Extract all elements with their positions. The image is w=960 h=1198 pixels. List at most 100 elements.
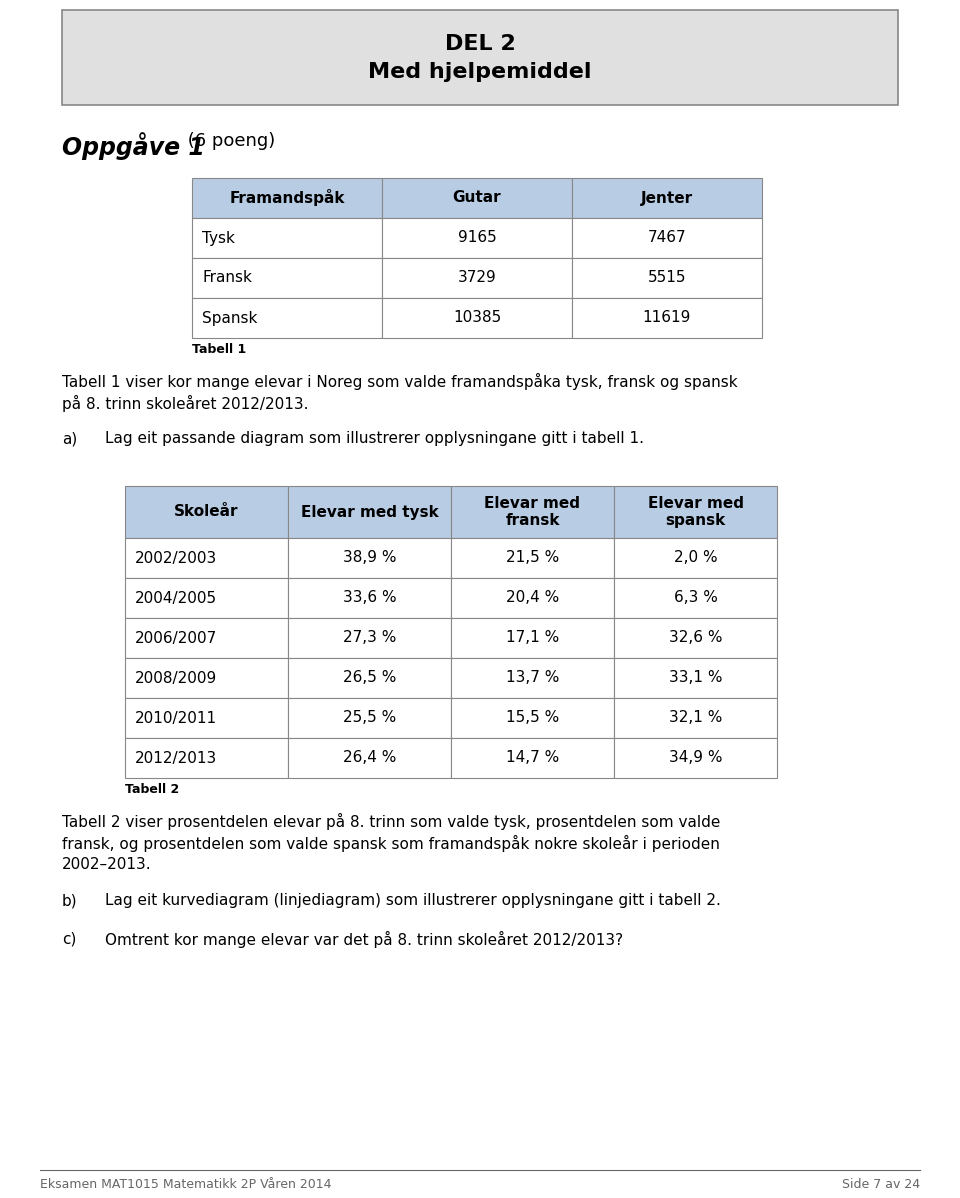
Text: Tabell 2 viser prosentdelen elevar på 8. trinn som valde tysk, prosentdelen som : Tabell 2 viser prosentdelen elevar på 8.…	[62, 813, 720, 830]
Text: 20,4 %: 20,4 %	[506, 591, 559, 605]
Bar	[125, 658, 288, 698]
Text: 32,1 %: 32,1 %	[669, 710, 722, 726]
Text: 34,9 %: 34,9 %	[669, 750, 722, 766]
Bar	[614, 658, 777, 698]
Bar	[288, 577, 451, 618]
Bar	[192, 298, 382, 338]
Bar	[614, 577, 777, 618]
Text: 27,3 %: 27,3 %	[343, 630, 396, 646]
Text: Tabell 1: Tabell 1	[192, 343, 247, 356]
Text: (6 poeng): (6 poeng)	[182, 132, 276, 150]
Bar	[451, 738, 614, 778]
Text: Spansk: Spansk	[202, 310, 257, 326]
Text: 25,5 %: 25,5 %	[343, 710, 396, 726]
Bar	[382, 298, 572, 338]
Text: a): a)	[62, 431, 77, 446]
Bar	[382, 258, 572, 298]
Bar	[192, 179, 382, 218]
Text: 3729: 3729	[458, 271, 496, 285]
Text: 2002–2013.: 2002–2013.	[62, 857, 152, 872]
Bar	[572, 218, 762, 258]
Text: 6,3 %: 6,3 %	[674, 591, 717, 605]
Text: Elevar med tysk: Elevar med tysk	[300, 504, 439, 520]
Bar	[125, 538, 288, 577]
Bar	[125, 698, 288, 738]
Text: Lag eit passande diagram som illustrerer opplysningane gitt i tabell 1.: Lag eit passande diagram som illustrerer…	[105, 431, 644, 446]
Text: 7467: 7467	[648, 230, 686, 246]
Text: 32,6 %: 32,6 %	[669, 630, 722, 646]
Bar	[451, 577, 614, 618]
Bar	[288, 618, 451, 658]
Text: Lag eit kurvediagram (linjediagram) som illustrerer opplysningane gitt i tabell : Lag eit kurvediagram (linjediagram) som …	[105, 893, 721, 908]
Text: Eksamen MAT1015 Matematikk 2P Våren 2014: Eksamen MAT1015 Matematikk 2P Våren 2014	[40, 1178, 331, 1191]
Bar	[288, 738, 451, 778]
Bar	[451, 698, 614, 738]
Text: Med hjelpemiddel: Med hjelpemiddel	[369, 61, 591, 81]
Text: c): c)	[62, 931, 77, 946]
Text: 2004/2005: 2004/2005	[135, 591, 217, 605]
Bar	[451, 658, 614, 698]
Text: 10385: 10385	[453, 310, 501, 326]
Bar	[614, 486, 777, 538]
Text: 15,5 %: 15,5 %	[506, 710, 559, 726]
Text: 14,7 %: 14,7 %	[506, 750, 559, 766]
Text: DEL 2: DEL 2	[444, 34, 516, 54]
Bar	[451, 538, 614, 577]
Bar	[125, 486, 288, 538]
Bar	[288, 698, 451, 738]
Text: Gutar: Gutar	[453, 190, 501, 206]
Text: b): b)	[62, 893, 78, 908]
Bar	[572, 258, 762, 298]
Bar	[192, 218, 382, 258]
Text: 13,7 %: 13,7 %	[506, 671, 559, 685]
Bar	[125, 738, 288, 778]
Text: 2010/2011: 2010/2011	[135, 710, 217, 726]
Bar	[572, 298, 762, 338]
Bar	[614, 738, 777, 778]
Text: 33,6 %: 33,6 %	[343, 591, 396, 605]
Text: Omtrent kor mange elevar var det på 8. trinn skoleåret 2012/2013?: Omtrent kor mange elevar var det på 8. t…	[105, 931, 623, 948]
Text: Elevar med
fransk: Elevar med fransk	[485, 496, 581, 528]
Text: 2008/2009: 2008/2009	[135, 671, 217, 685]
Text: 2006/2007: 2006/2007	[135, 630, 217, 646]
Text: 26,4 %: 26,4 %	[343, 750, 396, 766]
Text: 11619: 11619	[643, 310, 691, 326]
Bar	[382, 179, 572, 218]
Text: 38,9 %: 38,9 %	[343, 551, 396, 565]
Bar	[614, 618, 777, 658]
Text: Tysk: Tysk	[202, 230, 235, 246]
Text: Tabell 2: Tabell 2	[125, 783, 180, 795]
Bar	[288, 486, 451, 538]
Text: 26,5 %: 26,5 %	[343, 671, 396, 685]
Bar	[614, 698, 777, 738]
Bar	[192, 258, 382, 298]
Text: Fransk: Fransk	[202, 271, 252, 285]
Text: Elevar med
spansk: Elevar med spansk	[647, 496, 743, 528]
Text: 21,5 %: 21,5 %	[506, 551, 559, 565]
Text: 2012/2013: 2012/2013	[135, 750, 217, 766]
Text: 33,1 %: 33,1 %	[669, 671, 722, 685]
Bar	[125, 577, 288, 618]
Text: 2,0 %: 2,0 %	[674, 551, 717, 565]
Bar	[288, 658, 451, 698]
Bar	[382, 218, 572, 258]
Text: Tabell 1 viser kor mange elevar i Noreg som valde framandspåka tysk, fransk og s: Tabell 1 viser kor mange elevar i Noreg …	[62, 373, 737, 391]
Text: fransk, og prosentdelen som valde spansk som framandspåk nokre skoleår i periode: fransk, og prosentdelen som valde spansk…	[62, 835, 720, 852]
Bar	[125, 618, 288, 658]
Text: Framandspåk: Framandspåk	[229, 189, 345, 206]
Text: 2002/2003: 2002/2003	[135, 551, 217, 565]
Bar	[62, 10, 898, 105]
Text: på 8. trinn skoleåret 2012/2013.: på 8. trinn skoleåret 2012/2013.	[62, 395, 308, 412]
Text: 9165: 9165	[458, 230, 496, 246]
Bar	[288, 538, 451, 577]
Text: Oppgåve 1: Oppgåve 1	[62, 132, 204, 159]
Text: 5515: 5515	[648, 271, 686, 285]
Text: Skoleår: Skoleår	[175, 504, 239, 520]
Text: 17,1 %: 17,1 %	[506, 630, 559, 646]
Text: Jenter: Jenter	[641, 190, 693, 206]
Bar	[451, 618, 614, 658]
Bar	[451, 486, 614, 538]
Bar	[614, 538, 777, 577]
Text: Side 7 av 24: Side 7 av 24	[842, 1178, 920, 1191]
Bar	[572, 179, 762, 218]
